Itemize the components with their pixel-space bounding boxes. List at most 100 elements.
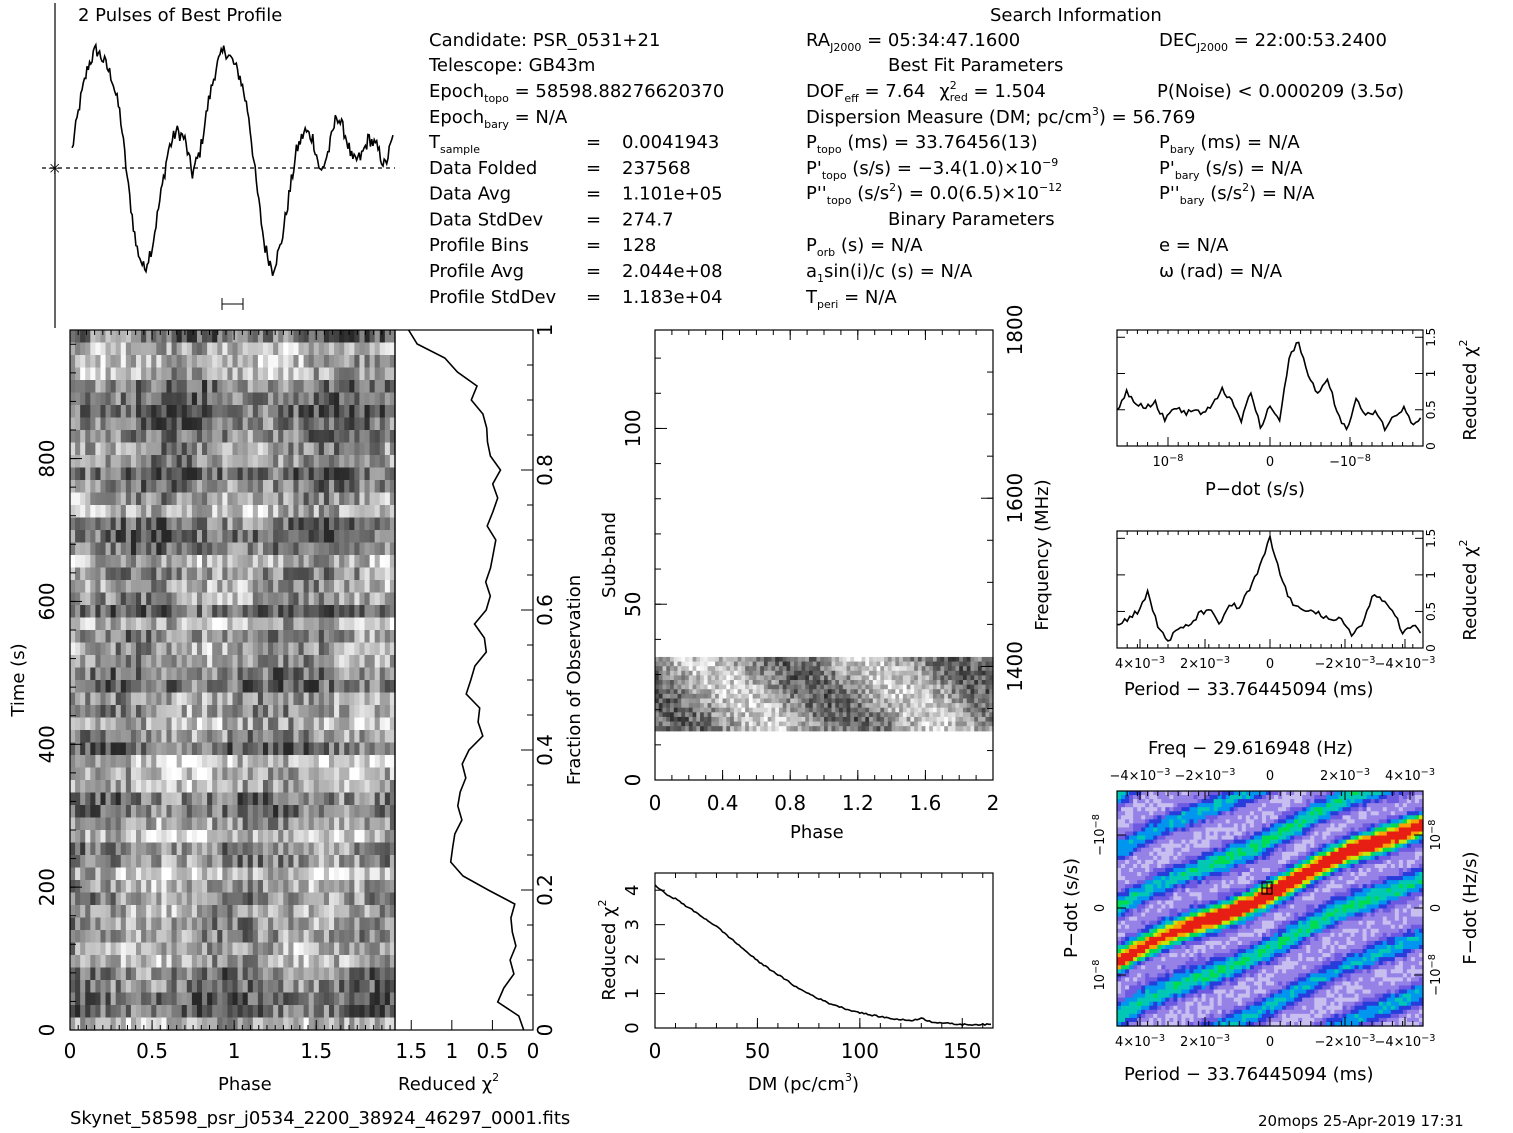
subband-cell (775, 666, 780, 672)
time-phase-cell (359, 755, 366, 769)
time-phase-cell (75, 467, 81, 481)
time-phase-cell (313, 530, 320, 544)
time-phase-cell (191, 830, 198, 844)
subband-cell (688, 707, 694, 713)
time-phase-cell (217, 692, 223, 706)
time-phase-cell (105, 617, 112, 631)
time-phase-cell (339, 880, 345, 894)
time-phase-cell (339, 692, 345, 706)
time-phase-cell (80, 805, 86, 819)
time-phase-cell (364, 955, 371, 969)
time-phase-cell (222, 930, 229, 944)
time-phase-cell (283, 842, 289, 856)
time-phase-cell (151, 355, 157, 369)
time-phase-cell (273, 430, 279, 444)
time-phase-cell (379, 817, 386, 831)
subband-cell (895, 680, 900, 686)
time-phase-cell (359, 442, 366, 456)
subband-cell (914, 689, 919, 695)
time-phase-cell (268, 580, 274, 594)
time-phase-cell (100, 405, 107, 419)
subband-cell (816, 693, 821, 700)
subband-cell (688, 666, 694, 672)
time-phase-cell (339, 792, 345, 806)
time-phase-cell (339, 717, 345, 731)
time-phase-cell (374, 392, 381, 406)
time-phase-cell (161, 405, 168, 419)
time-phase-cell (278, 1017, 284, 1031)
time-phase-cell (303, 655, 310, 669)
time-phase-cell (232, 880, 239, 894)
subband-cell (763, 680, 769, 686)
time-phase-cell (278, 730, 284, 744)
subband-cell (722, 666, 727, 672)
time-phase-cell (217, 992, 223, 1006)
time-phase-cell (70, 492, 76, 506)
time-phase-cell (359, 580, 366, 594)
time-phase-cell (146, 692, 152, 706)
time-phase-cell (166, 580, 173, 594)
time-phase-cell (308, 530, 315, 544)
subband-cell (831, 693, 836, 700)
subband-cell (748, 656, 754, 663)
time-phase-cell (262, 605, 269, 619)
subband-cell (775, 693, 780, 700)
subband-cell (700, 675, 705, 681)
time-phase-cell (318, 717, 325, 731)
time-phase-cell (136, 830, 142, 844)
time-phase-cell (202, 555, 208, 569)
time-phase-cell (186, 955, 193, 969)
time-phase-cell (379, 855, 386, 869)
subband-cell (974, 661, 979, 667)
time-phase-cell (247, 1017, 254, 1031)
time-phase-cell (364, 405, 371, 419)
subband-cell (872, 693, 878, 700)
subband-cell (760, 689, 765, 695)
time-phase-cell (313, 742, 320, 756)
time-phase-cell (354, 892, 361, 906)
subband-cell (861, 707, 866, 713)
time-phase-cell (110, 705, 117, 719)
time-phase-cell (389, 1005, 396, 1019)
subband-cell (756, 698, 761, 704)
subband-cell (906, 712, 911, 718)
time-phase-cell (75, 630, 81, 644)
time-phase-cell (141, 405, 147, 419)
time-phase-cell (110, 430, 117, 444)
time-phase-cell (136, 630, 142, 644)
time-phase-cell (247, 780, 254, 794)
subband-cell (666, 656, 671, 663)
time-phase-cell (110, 530, 117, 544)
time-phase-cell (328, 517, 335, 531)
time-phase-cell (141, 855, 147, 869)
subband-cell (842, 707, 848, 713)
time-phase-cell (227, 817, 234, 831)
time-phase-cell (212, 392, 218, 406)
subband-cell (876, 666, 881, 672)
time-phase-cell (369, 917, 376, 931)
time-phase-cell (181, 580, 188, 594)
subband-cell (658, 666, 664, 672)
subband-cell (846, 693, 851, 700)
time-phase-cell (212, 442, 218, 456)
time-phase-cell (115, 805, 122, 819)
time-phase-cell (125, 817, 132, 831)
subband-cell (842, 670, 848, 677)
subband-cell (914, 712, 919, 718)
time-phase-cell (75, 917, 81, 931)
time-phase-cell (90, 655, 96, 669)
time-phase-cell (115, 905, 122, 919)
time-phase-cell (273, 342, 279, 356)
time-phase-cell (374, 1005, 381, 1019)
time-phase-cell (252, 342, 259, 356)
subband-cell (895, 684, 900, 690)
time-phase-cell (146, 392, 152, 406)
time-phase-cell (151, 667, 157, 681)
time-phase-cell (283, 567, 289, 581)
subband-cell (831, 656, 836, 663)
time-phase-cell (283, 430, 289, 444)
subband-cell (985, 680, 990, 686)
time-phase-cell (141, 630, 147, 644)
time-phase-cell (181, 567, 188, 581)
subband-cell (670, 656, 675, 663)
